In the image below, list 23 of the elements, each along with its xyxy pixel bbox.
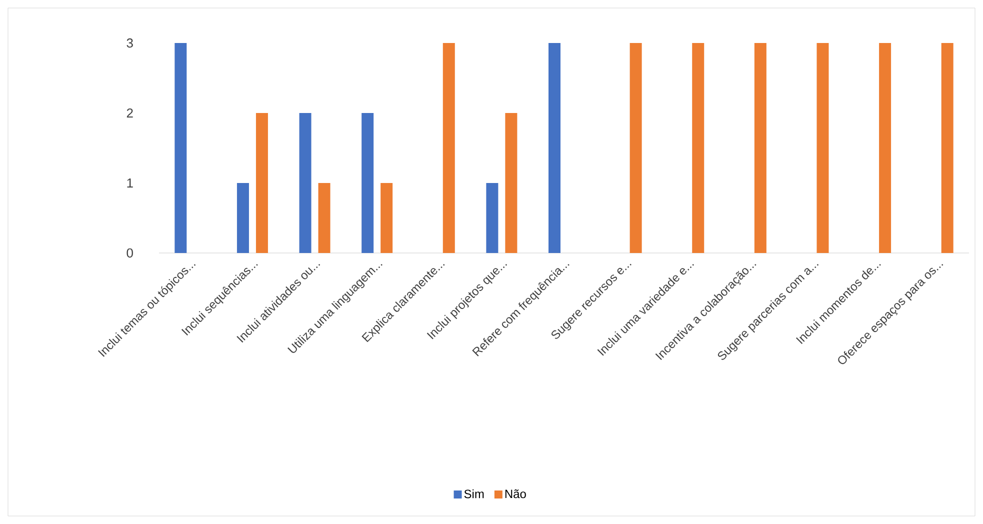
bar [486, 182, 498, 253]
bar [754, 42, 766, 253]
y-tick-label: 2 [126, 108, 133, 118]
bar [879, 42, 892, 253]
y-tick-label: 3 [126, 38, 133, 48]
bar [380, 182, 393, 253]
y-tick-label: 1 [127, 178, 133, 188]
bar [630, 42, 642, 253]
y-tick-label: 0 [126, 248, 133, 258]
bar [236, 182, 249, 253]
bar [692, 42, 704, 253]
bar [548, 42, 560, 253]
bar [256, 112, 268, 253]
bar [299, 112, 312, 253]
legend-label: Não [505, 489, 526, 498]
bar [816, 42, 829, 253]
bar [174, 42, 187, 253]
bar [318, 182, 330, 253]
legend-label: Sim [464, 489, 484, 498]
bar [362, 112, 374, 253]
bar [505, 112, 518, 253]
bar [941, 42, 954, 253]
bar [442, 42, 455, 253]
